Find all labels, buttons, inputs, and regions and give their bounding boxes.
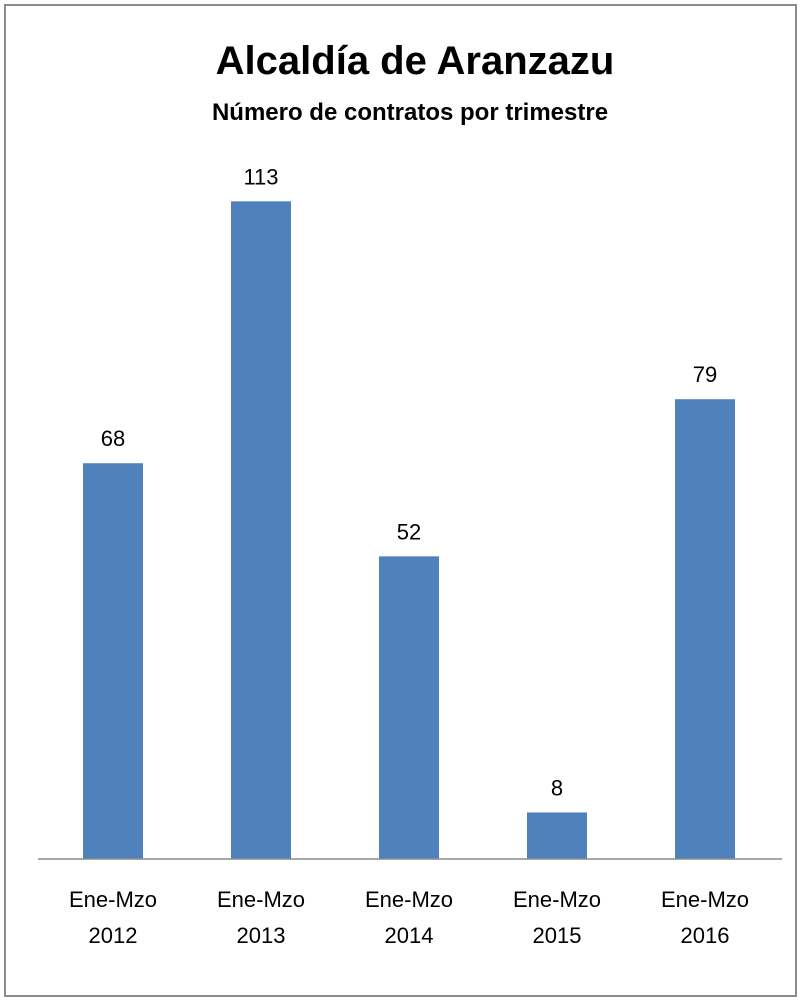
x-tick-label-3-0: Ene-Mzo bbox=[513, 887, 601, 912]
x-tick-label-1-0: Ene-Mzo bbox=[217, 887, 305, 912]
x-tick-label-0-1: 2012 bbox=[89, 923, 138, 948]
bar-0 bbox=[83, 463, 143, 859]
data-label-3: 8 bbox=[551, 775, 563, 800]
bar-1 bbox=[231, 201, 291, 860]
x-tick-label-4-1: 2016 bbox=[681, 923, 730, 948]
data-label-2: 52 bbox=[397, 519, 421, 544]
data-label-4: 79 bbox=[693, 362, 717, 387]
data-label-1: 113 bbox=[243, 164, 278, 189]
x-tick-label-1-1: 2013 bbox=[237, 923, 286, 948]
x-tick-label-0-0: Ene-Mzo bbox=[69, 887, 157, 912]
x-tick-labels: Ene-Mzo 2012 Ene-Mzo 2013 Ene-Mzo 2014 Ene-Mzo… bbox=[69, 887, 749, 948]
bar-2 bbox=[379, 556, 439, 859]
bar-3 bbox=[527, 812, 587, 859]
data-label-0: 68 bbox=[101, 426, 125, 451]
bar-4 bbox=[675, 399, 735, 859]
chart-title: Alcaldía de Aranzazu bbox=[216, 39, 615, 83]
x-tick-label-2-1: 2014 bbox=[385, 923, 434, 948]
bars-group: 68 113 52 8 79 bbox=[83, 164, 735, 860]
x-tick-label-4-0: Ene-Mzo bbox=[661, 887, 749, 912]
x-tick-label-2-0: Ene-Mzo bbox=[365, 887, 453, 912]
chart-subtitle: Número de contratos por trimestre bbox=[212, 99, 608, 126]
x-tick-label-3-1: 2015 bbox=[533, 923, 582, 948]
